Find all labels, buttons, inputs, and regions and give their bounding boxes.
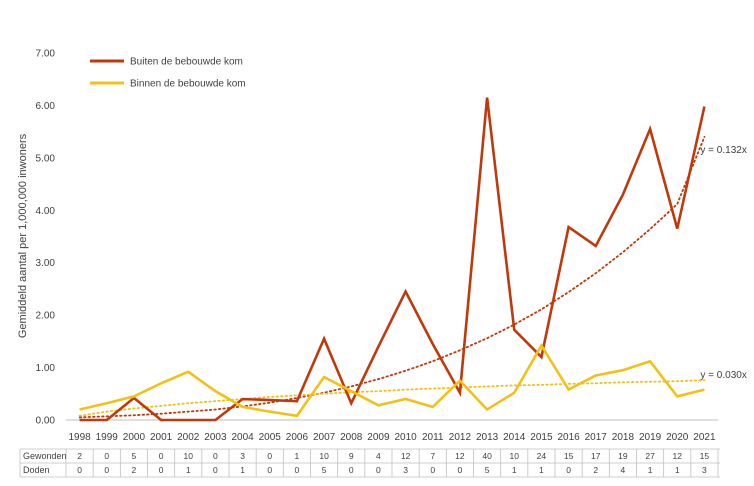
table-cell: 1: [512, 465, 517, 475]
table-cell: 7: [430, 451, 435, 461]
x-tick-label: 2012: [449, 432, 472, 443]
table-cell: 0: [458, 465, 463, 475]
x-tick-label: 2014: [503, 432, 526, 443]
table-cell: 4: [376, 451, 381, 461]
x-tick-label: 2017: [585, 432, 608, 443]
x-tick-label: 1999: [96, 432, 119, 443]
table-cell: 2: [132, 465, 137, 475]
table-cell: 15: [564, 451, 574, 461]
table-cell: 12: [673, 451, 683, 461]
table-cell: 0: [349, 465, 354, 475]
x-tick-label: 2020: [666, 432, 689, 443]
table-cell: 5: [322, 465, 327, 475]
legend-label: Buiten de bebouwde kom: [130, 57, 243, 68]
y-axis-label: Gemiddeld aantal per 1,000,000 inwoners: [17, 133, 29, 338]
table-cell: 0: [159, 451, 164, 461]
x-tick-label: 2001: [150, 432, 173, 443]
trendline-label: y = 0.132x: [700, 145, 746, 156]
x-tick-label: 2011: [422, 432, 444, 443]
y-tick-label: 4.00: [36, 206, 56, 217]
table-cell: 0: [267, 465, 272, 475]
table-cell: 10: [510, 451, 520, 461]
y-tick-label: 2.00: [36, 311, 56, 322]
table-cell: 1: [648, 465, 653, 475]
table-cell: 12: [401, 451, 411, 461]
x-tick-label: 2015: [530, 432, 553, 443]
x-tick-label: 2010: [394, 432, 417, 443]
table-cell: 3: [702, 465, 707, 475]
table-cell: 2: [77, 451, 82, 461]
x-tick-label: 1998: [68, 432, 91, 443]
x-tick-label: 2009: [367, 432, 390, 443]
trendline-0: [80, 137, 705, 417]
table-cell: 0: [566, 465, 571, 475]
table-cell: 2: [593, 465, 598, 475]
table-cell: 3: [240, 451, 245, 461]
table-cell: 1: [539, 465, 544, 475]
table-cell: 0: [104, 451, 109, 461]
x-tick-label: 2006: [286, 432, 309, 443]
table-cell: 12: [455, 451, 465, 461]
table-cell: 5: [485, 465, 490, 475]
y-tick-label: 6.00: [36, 101, 56, 112]
table-cell: 0: [430, 465, 435, 475]
table-cell: 15: [700, 451, 710, 461]
x-tick-label: 2018: [612, 432, 635, 443]
x-tick-label: 2008: [340, 432, 363, 443]
x-tick-label: 2007: [313, 432, 336, 443]
table-cell: 40: [482, 451, 492, 461]
table-cell: 0: [213, 465, 218, 475]
table-cell: 17: [591, 451, 601, 461]
x-tick-label: 2016: [557, 432, 580, 443]
table-cell: 27: [645, 451, 655, 461]
table-cell: 10: [184, 451, 194, 461]
trendline-1: [80, 380, 705, 416]
y-tick-label: 5.00: [36, 153, 56, 164]
table-cell: 0: [104, 465, 109, 475]
table-cell: 0: [376, 465, 381, 475]
x-tick-label: 2004: [231, 432, 254, 443]
table-cell: 0: [77, 465, 82, 475]
table-cell: 1: [240, 465, 245, 475]
table-cell: 0: [295, 465, 300, 475]
table-cell: 4: [621, 465, 626, 475]
x-tick-label: 2005: [259, 432, 282, 443]
x-tick-label: 2019: [639, 432, 662, 443]
trendline-label: y = 0.030x: [700, 370, 746, 381]
table-cell: 24: [537, 451, 547, 461]
table-row-label: Doden: [23, 465, 50, 475]
table-cell: 0: [159, 465, 164, 475]
table-cell: 0: [267, 451, 272, 461]
table-row-label: Gewonden: [23, 451, 67, 461]
x-tick-label: 2021: [693, 432, 716, 443]
table-cell: 3: [403, 465, 408, 475]
table-cell: 5: [132, 451, 137, 461]
table-cell: 1: [675, 465, 680, 475]
table-cell: 1: [186, 465, 191, 475]
x-tick-label: 2013: [476, 432, 499, 443]
table-cell: 0: [213, 451, 218, 461]
y-tick-label: 0.00: [36, 416, 56, 427]
table-cell: 9: [349, 451, 354, 461]
x-tick-label: 2002: [177, 432, 200, 443]
table-cell: 19: [618, 451, 628, 461]
table-cell: 10: [319, 451, 329, 461]
x-tick-label: 2000: [123, 432, 146, 443]
x-tick-label: 2003: [204, 432, 227, 443]
y-tick-label: 3.00: [36, 258, 56, 269]
y-tick-label: 1.00: [36, 363, 56, 374]
legend-label: Binnen de bebouwde kom: [130, 79, 246, 90]
y-tick-label: 7.00: [36, 49, 56, 60]
table-cell: 1: [295, 451, 300, 461]
